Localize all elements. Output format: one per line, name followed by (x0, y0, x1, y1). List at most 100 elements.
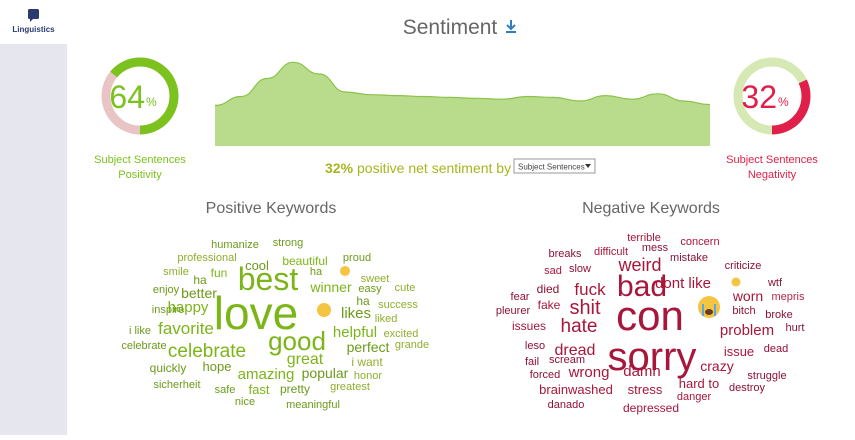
negative-word: breaks (548, 248, 582, 260)
dropdown-arrow (585, 164, 591, 168)
dropdown[interactable]: Subject Sentences (513, 158, 596, 174)
gauge-value: 64 (109, 79, 145, 115)
positive-word: love (214, 287, 298, 339)
negative-word: hate (561, 316, 598, 337)
negative-word: shit (569, 297, 601, 319)
positive-word: cute (395, 282, 416, 294)
gauge-label: Negativity (748, 169, 797, 181)
positive-word: best (238, 261, 299, 297)
negative-word: sad (544, 265, 562, 277)
negative-word: bitch (732, 305, 755, 317)
negative-word: weird (617, 255, 661, 275)
positive-word: celebrate (121, 340, 166, 352)
negative-word: fake (538, 298, 561, 312)
emoji-tears (702, 304, 716, 316)
positive-word: meaningful (286, 399, 340, 411)
positive-word: professional (177, 252, 236, 264)
negative-word: wrong (568, 364, 610, 381)
negative-word: mistake (670, 252, 708, 264)
negative-word: wtf (767, 277, 783, 289)
dropdown-box (513, 158, 596, 174)
negative-word: stress (628, 382, 663, 397)
positive-word: greatest (330, 381, 370, 393)
gauge-value: 32 (741, 79, 777, 115)
positive-word: nice (235, 396, 255, 408)
negative-word: struggle (747, 370, 786, 382)
negative-title: Negative Keywords (582, 200, 720, 217)
positive-word: beautiful (282, 254, 327, 268)
summary-value: 32% (325, 160, 354, 176)
positive-word: success (378, 299, 418, 311)
positive-word: helpful (333, 324, 377, 341)
positive-word: liked (375, 313, 398, 325)
positive-word: perfect (347, 339, 390, 355)
positive-word: good (268, 326, 326, 356)
page-title: Sentiment (403, 16, 498, 39)
positive-word: fast (249, 382, 270, 397)
positive-word: celebrate (168, 341, 246, 362)
negative-word: destroy (729, 382, 766, 394)
negative-word: problem (720, 322, 774, 339)
trend-area (215, 62, 710, 146)
positive-word: grande (395, 339, 429, 351)
positive-word: inspire (152, 304, 184, 316)
positive-word: ha (356, 294, 370, 308)
positive-word: i want (351, 355, 383, 369)
download-icon[interactable] (506, 20, 516, 33)
positive-title: Positive Keywords (206, 200, 337, 217)
emoji-face (340, 266, 350, 276)
dropdown-value: Subject Sentences (518, 163, 585, 172)
negative-word: depressed (623, 401, 679, 415)
negative-word: fear (511, 291, 530, 303)
negative-word: broke (765, 309, 793, 321)
negative-word: danado (548, 399, 585, 411)
positive-word: humanize (211, 239, 259, 251)
negative-word: dead (764, 343, 788, 355)
positive-word: sweet (361, 273, 390, 285)
sidebar-label: Linguistics (12, 25, 55, 34)
negative-word: worn (732, 288, 763, 304)
negative-word: pleurer (496, 305, 531, 317)
positive-word: proud (343, 252, 371, 264)
negative-word: bad (617, 270, 667, 303)
positive-word: amazing (238, 366, 295, 383)
negative-word: crazy (700, 358, 733, 374)
positive-word: smile (163, 266, 189, 278)
positive-word: favorite (158, 319, 214, 338)
gauge-arc (733, 57, 811, 135)
positive-word: strong (273, 237, 304, 249)
negative-word: terrible (627, 232, 661, 244)
negative-word: mess (642, 242, 669, 254)
negative-word: dread (555, 342, 596, 359)
negative-word: dont like (655, 275, 711, 292)
negative-word: hard to (679, 376, 719, 391)
positive-word: fun (211, 266, 228, 280)
positive-word: better (181, 285, 217, 301)
trend-line (214, 61, 711, 107)
negative-word: damn (623, 363, 661, 380)
positive-word: ha (310, 266, 323, 278)
gauge-label: Subject Sentences (94, 154, 186, 166)
emoji (317, 266, 741, 318)
negative-word: con (616, 292, 684, 339)
positive-word: pretty (280, 382, 310, 396)
negative-word: concern (680, 236, 719, 248)
summary-text: positive net sentiment by (357, 160, 511, 176)
negative-word: hurt (786, 322, 805, 334)
negative-word: scream (549, 354, 585, 366)
negative-word: died (537, 282, 560, 296)
positive-word: popular (302, 365, 349, 381)
positive-word: winner (309, 279, 352, 295)
sidebar-item[interactable]: Linguistics (12, 9, 55, 34)
positive-word: cool (245, 258, 269, 273)
negative-word: brainwashed (539, 382, 613, 397)
negative-word: slow (569, 263, 591, 275)
positive-word: safe (215, 384, 236, 396)
sidebar-icon (28, 9, 39, 19)
positive-word: quickly (150, 361, 187, 375)
positive-word: happy (168, 299, 209, 316)
emoji-face (731, 277, 741, 287)
positive-word: easy (358, 283, 382, 295)
emoji-face (317, 303, 331, 317)
